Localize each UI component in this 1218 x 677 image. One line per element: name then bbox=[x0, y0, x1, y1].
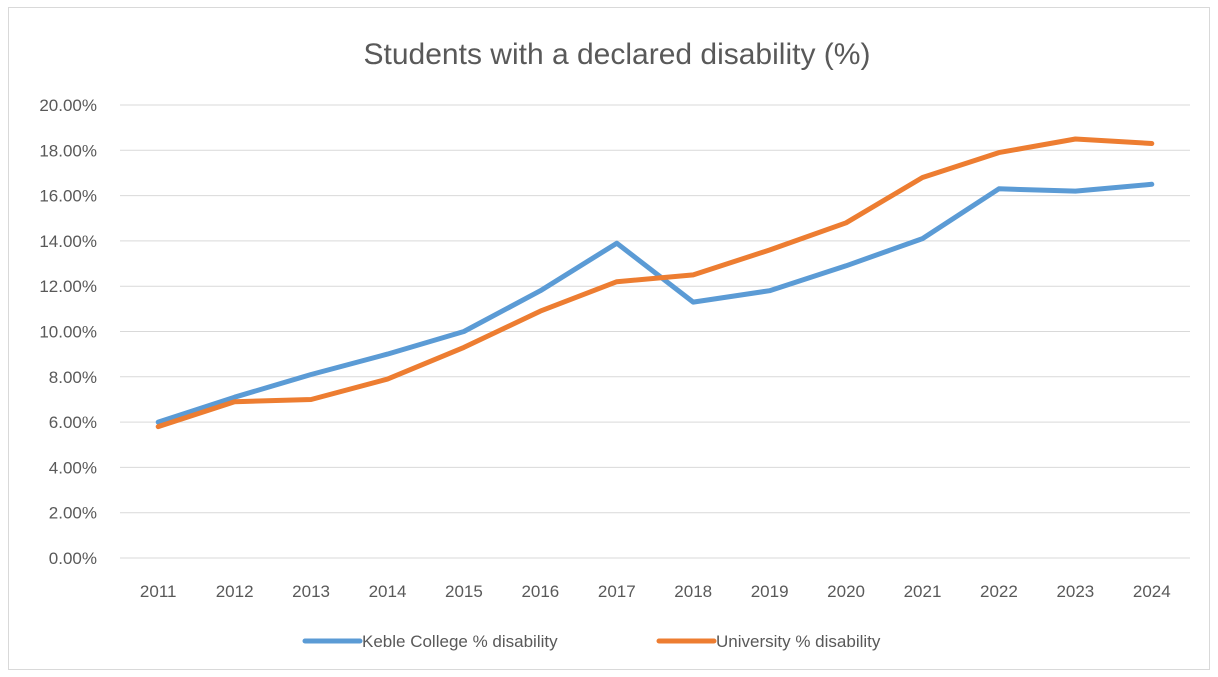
y-tick-label: 2.00% bbox=[49, 504, 97, 523]
x-tick-label: 2022 bbox=[980, 582, 1018, 601]
x-tick-label: 2013 bbox=[292, 582, 330, 601]
x-axis-ticks: 2011 2012 2013 2014 2015 2016 2017 2018 2019 2020… bbox=[140, 582, 1171, 601]
chart-frame bbox=[8, 7, 1210, 670]
x-tick-label: 2018 bbox=[674, 582, 712, 601]
x-tick-label: 2017 bbox=[598, 582, 636, 601]
y-tick-label: 20.00% bbox=[39, 96, 97, 115]
legend-label-university: University % disability bbox=[716, 632, 881, 651]
legend: Keble College % disability University % … bbox=[302, 632, 881, 651]
y-tick-label: 16.00% bbox=[39, 187, 97, 206]
x-tick-label: 2023 bbox=[1056, 582, 1094, 601]
x-tick-label: 2015 bbox=[445, 582, 483, 601]
x-tick-label: 2011 bbox=[140, 582, 177, 601]
y-axis-ticks: 0.00% 2.00% 4.00% 6.00% 8.00% 10.00% 12.00% 14.… bbox=[39, 96, 97, 568]
y-tick-label: 4.00% bbox=[49, 458, 97, 477]
y-tick-label: 18.00% bbox=[39, 141, 97, 160]
series-line-1 bbox=[155, 136, 1155, 430]
x-tick-label: 2012 bbox=[216, 582, 254, 601]
y-tick-label: 6.00% bbox=[49, 413, 97, 432]
x-tick-label: 2014 bbox=[369, 582, 407, 601]
y-tick-label: 10.00% bbox=[39, 323, 97, 342]
y-tick-label: 12.00% bbox=[39, 277, 97, 296]
x-tick-label: 2019 bbox=[751, 582, 789, 601]
series-line-0 bbox=[155, 181, 1155, 425]
y-tick-label: 8.00% bbox=[49, 368, 97, 387]
x-tick-label: 2020 bbox=[827, 582, 865, 601]
x-tick-label: 2021 bbox=[904, 582, 942, 601]
x-tick-label: 2024 bbox=[1133, 582, 1171, 601]
series-lines bbox=[155, 136, 1155, 430]
y-tick-label: 0.00% bbox=[49, 549, 97, 568]
x-tick-label: 2016 bbox=[521, 582, 559, 601]
gridlines bbox=[120, 104, 1190, 559]
chart-title: Students with a declared disability (%) bbox=[364, 38, 871, 71]
y-tick-label: 14.00% bbox=[39, 232, 97, 251]
legend-label-keble: Keble College % disability bbox=[362, 632, 558, 651]
